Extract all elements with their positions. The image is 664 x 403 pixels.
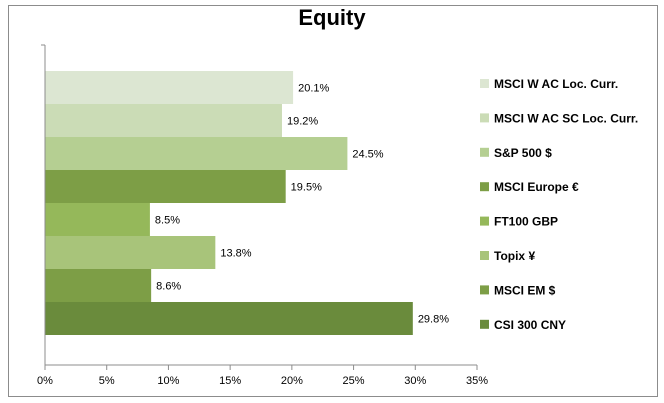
- x-tick-label-0pct: 0%: [37, 375, 53, 387]
- bar-3: [45, 137, 348, 170]
- legend-label-8: CSI 300 CNY: [494, 318, 566, 332]
- bar-5: [45, 203, 150, 236]
- bar-2: [45, 104, 282, 137]
- legend-swatch-6: [480, 251, 489, 260]
- x-tick-label-15pct: 15%: [219, 375, 241, 387]
- data-label-6: 13.8%: [220, 248, 251, 260]
- legend-swatch-3: [480, 147, 489, 157]
- x-tick-label-20pct: 20%: [281, 375, 303, 387]
- x-tick-label-35pct: 35%: [466, 375, 488, 387]
- bar-7: [45, 269, 152, 302]
- legend-label-5: FT100 GBP: [494, 215, 558, 229]
- chart-title: Equity: [298, 5, 366, 30]
- bar-4: [45, 170, 286, 203]
- data-label-7: 8.6%: [156, 281, 181, 293]
- data-label-1: 20.1%: [298, 83, 329, 95]
- legend-label-1: MSCI W AC Loc. Curr.: [494, 77, 618, 91]
- legend-swatch-2: [480, 113, 489, 123]
- legend-swatch-8: [480, 319, 489, 329]
- data-label-3: 24.5%: [352, 149, 383, 161]
- legend-swatch-4: [480, 182, 489, 192]
- data-label-8: 29.8%: [418, 314, 449, 326]
- legend-label-4: MSCI Europe €: [494, 180, 579, 194]
- data-label-4: 19.5%: [291, 182, 322, 194]
- bar-8: [45, 302, 413, 335]
- bar-1: [45, 71, 294, 104]
- legend-swatch-1: [480, 79, 489, 88]
- x-tick-label-25pct: 25%: [343, 375, 365, 387]
- bar-6: [45, 236, 216, 269]
- legend-label-3: S&P 500 $: [494, 146, 552, 160]
- legend-swatch-5: [480, 216, 489, 226]
- x-tick-label-10pct: 10%: [157, 375, 179, 387]
- legend-swatch-7: [480, 285, 489, 295]
- legend-label-7: MSCI EM $: [494, 283, 556, 297]
- x-tick-label-30pct: 30%: [404, 375, 426, 387]
- legend-label-2: MSCI W AC SC Loc. Curr.: [494, 111, 638, 125]
- data-label-2: 19.2%: [287, 116, 318, 128]
- legend-label-6: Topix ¥: [494, 249, 535, 263]
- x-tick-label-5pct: 5%: [99, 375, 115, 387]
- data-label-5: 8.5%: [155, 215, 180, 227]
